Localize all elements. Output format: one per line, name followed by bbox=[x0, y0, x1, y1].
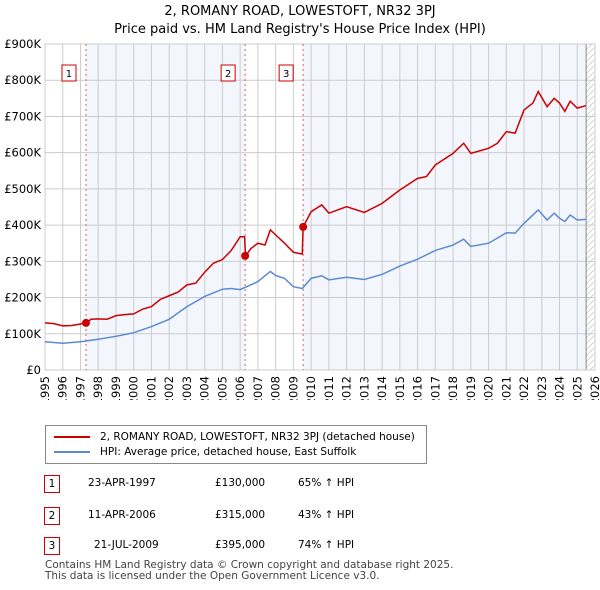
sale-date: 23-APR-1997 bbox=[88, 477, 156, 489]
x-tick-label: 2005 bbox=[215, 376, 229, 400]
x-tick-label: 2002 bbox=[162, 376, 176, 400]
legend-item-property: 2, ROMANY ROAD, LOWESTOFT, NR32 3PJ (det… bbox=[54, 431, 415, 443]
sale-hpi: 65% ↑ HPI bbox=[298, 477, 355, 489]
y-tick-label: £100K bbox=[4, 327, 41, 341]
x-tick-label: 2007 bbox=[251, 376, 265, 400]
x-tick-label: 2009 bbox=[286, 376, 300, 400]
sale-date: 21-JUL-2009 bbox=[94, 539, 159, 551]
x-tick-label: 1998 bbox=[91, 376, 105, 400]
x-tick-label: 2014 bbox=[375, 376, 389, 400]
y-tick-label: £700K bbox=[4, 109, 41, 123]
sale-marker-label: 3 bbox=[283, 69, 289, 80]
x-tick-label: 2022 bbox=[517, 376, 531, 400]
x-tick-label: 2024 bbox=[553, 376, 567, 400]
y-tick-label: £200K bbox=[4, 291, 41, 305]
x-tick-label: 1999 bbox=[109, 376, 123, 400]
x-tick-label: 2017 bbox=[428, 376, 442, 400]
sale-marker-box bbox=[220, 64, 236, 82]
y-tick-label: £300K bbox=[4, 254, 41, 268]
x-tick-label: 2001 bbox=[144, 376, 158, 400]
footer: Contains HM Land Registry data © Crown c… bbox=[45, 560, 453, 582]
x-tick-label: 2012 bbox=[340, 376, 354, 400]
legend-label: HPI: Average price, detached house, East… bbox=[100, 446, 357, 458]
x-tick-label: 2021 bbox=[499, 376, 513, 400]
x-tick-label: 2004 bbox=[198, 376, 212, 400]
price-chart: £0 £100K £200K £300K £400K £500K £600K £700K £80… bbox=[4, 37, 600, 400]
legend-item-hpi: HPI: Average price, detached house, East… bbox=[54, 446, 356, 458]
sale-point bbox=[241, 251, 250, 260]
x-tick-label: 2008 bbox=[269, 376, 283, 400]
sale-marker-box bbox=[61, 64, 77, 82]
sale-hpi: 43% ↑ HPI bbox=[298, 509, 355, 521]
x-tick-label: 2003 bbox=[180, 376, 194, 400]
x-tick-label: 2000 bbox=[127, 376, 141, 400]
sale-date: 11-APR-2006 bbox=[88, 509, 156, 521]
legend-swatch-red bbox=[54, 436, 90, 438]
sale-price: £130,000 bbox=[215, 477, 266, 489]
sale-marker-badge: 1 bbox=[44, 475, 60, 493]
legend-swatch-blue bbox=[54, 451, 90, 453]
sale-point bbox=[299, 222, 308, 231]
y-tick-label: £800K bbox=[4, 73, 41, 87]
plot-border bbox=[44, 43, 596, 371]
footer-line: This data is licensed under the Open Gov… bbox=[45, 570, 380, 582]
x-tick-label: 1995 bbox=[38, 376, 52, 400]
x-tick-label: 2023 bbox=[535, 376, 549, 400]
shaded-region bbox=[85, 44, 246, 370]
table-row: 1 23-APR-1997 £130,000 65% ↑ HPI bbox=[0, 475, 600, 495]
x-tick-label: 2025 bbox=[570, 376, 584, 400]
chart-title: 2, ROMANY ROAD, LOWESTOFT, NR32 3PJ bbox=[164, 4, 436, 19]
sale-price: £395,000 bbox=[215, 539, 266, 551]
sale-hpi: 74% ↑ HPI bbox=[298, 539, 355, 551]
x-tick-label: 2006 bbox=[233, 376, 247, 400]
x-tick-label: 2015 bbox=[393, 376, 407, 400]
x-tick-label: 2018 bbox=[446, 376, 460, 400]
x-tick-label: 2019 bbox=[464, 376, 478, 400]
table-row: 2 11-APR-2006 £315,000 43% ↑ HPI bbox=[0, 507, 600, 527]
x-tick-label: 2016 bbox=[411, 376, 425, 400]
y-tick-label: £0 bbox=[26, 363, 41, 377]
y-tick-label: £600K bbox=[4, 146, 41, 160]
sale-marker-badge: 2 bbox=[44, 507, 60, 525]
forecast-hatch bbox=[586, 44, 595, 370]
series-line bbox=[44, 89, 587, 327]
sale-marker-badge: 3 bbox=[44, 537, 60, 555]
x-tick-label: 1996 bbox=[56, 376, 70, 400]
legend: 2, ROMANY ROAD, LOWESTOFT, NR32 3PJ (det… bbox=[45, 425, 427, 464]
series-line bbox=[44, 208, 587, 344]
legend-label: 2, ROMANY ROAD, LOWESTOFT, NR32 3PJ (det… bbox=[100, 431, 415, 443]
x-tick-label: 1997 bbox=[73, 376, 87, 400]
footer-line: Contains HM Land Registry data © Crown c… bbox=[45, 559, 454, 571]
x-tick-label: 2011 bbox=[322, 376, 336, 400]
sale-marker-label: 1 bbox=[66, 69, 72, 80]
y-tick-label: £500K bbox=[4, 182, 41, 196]
x-tick-label: 2010 bbox=[304, 376, 318, 400]
shaded-region bbox=[303, 44, 587, 370]
x-tick-label: 2013 bbox=[357, 376, 371, 400]
x-tick-label: 2020 bbox=[482, 376, 496, 400]
sale-point bbox=[81, 318, 90, 327]
sale-marker-box bbox=[278, 64, 294, 82]
x-tick-label: 2026 bbox=[588, 376, 600, 400]
sale-marker-label: 2 bbox=[225, 69, 231, 80]
table-row: 3 21-JUL-2009 £395,000 74% ↑ HPI bbox=[0, 537, 600, 557]
y-tick-label: £400K bbox=[4, 218, 41, 232]
chart-subtitle: Price paid vs. HM Land Registry's House … bbox=[114, 22, 486, 37]
sale-price: £315,000 bbox=[215, 509, 266, 521]
y-tick-label: £900K bbox=[4, 37, 41, 51]
